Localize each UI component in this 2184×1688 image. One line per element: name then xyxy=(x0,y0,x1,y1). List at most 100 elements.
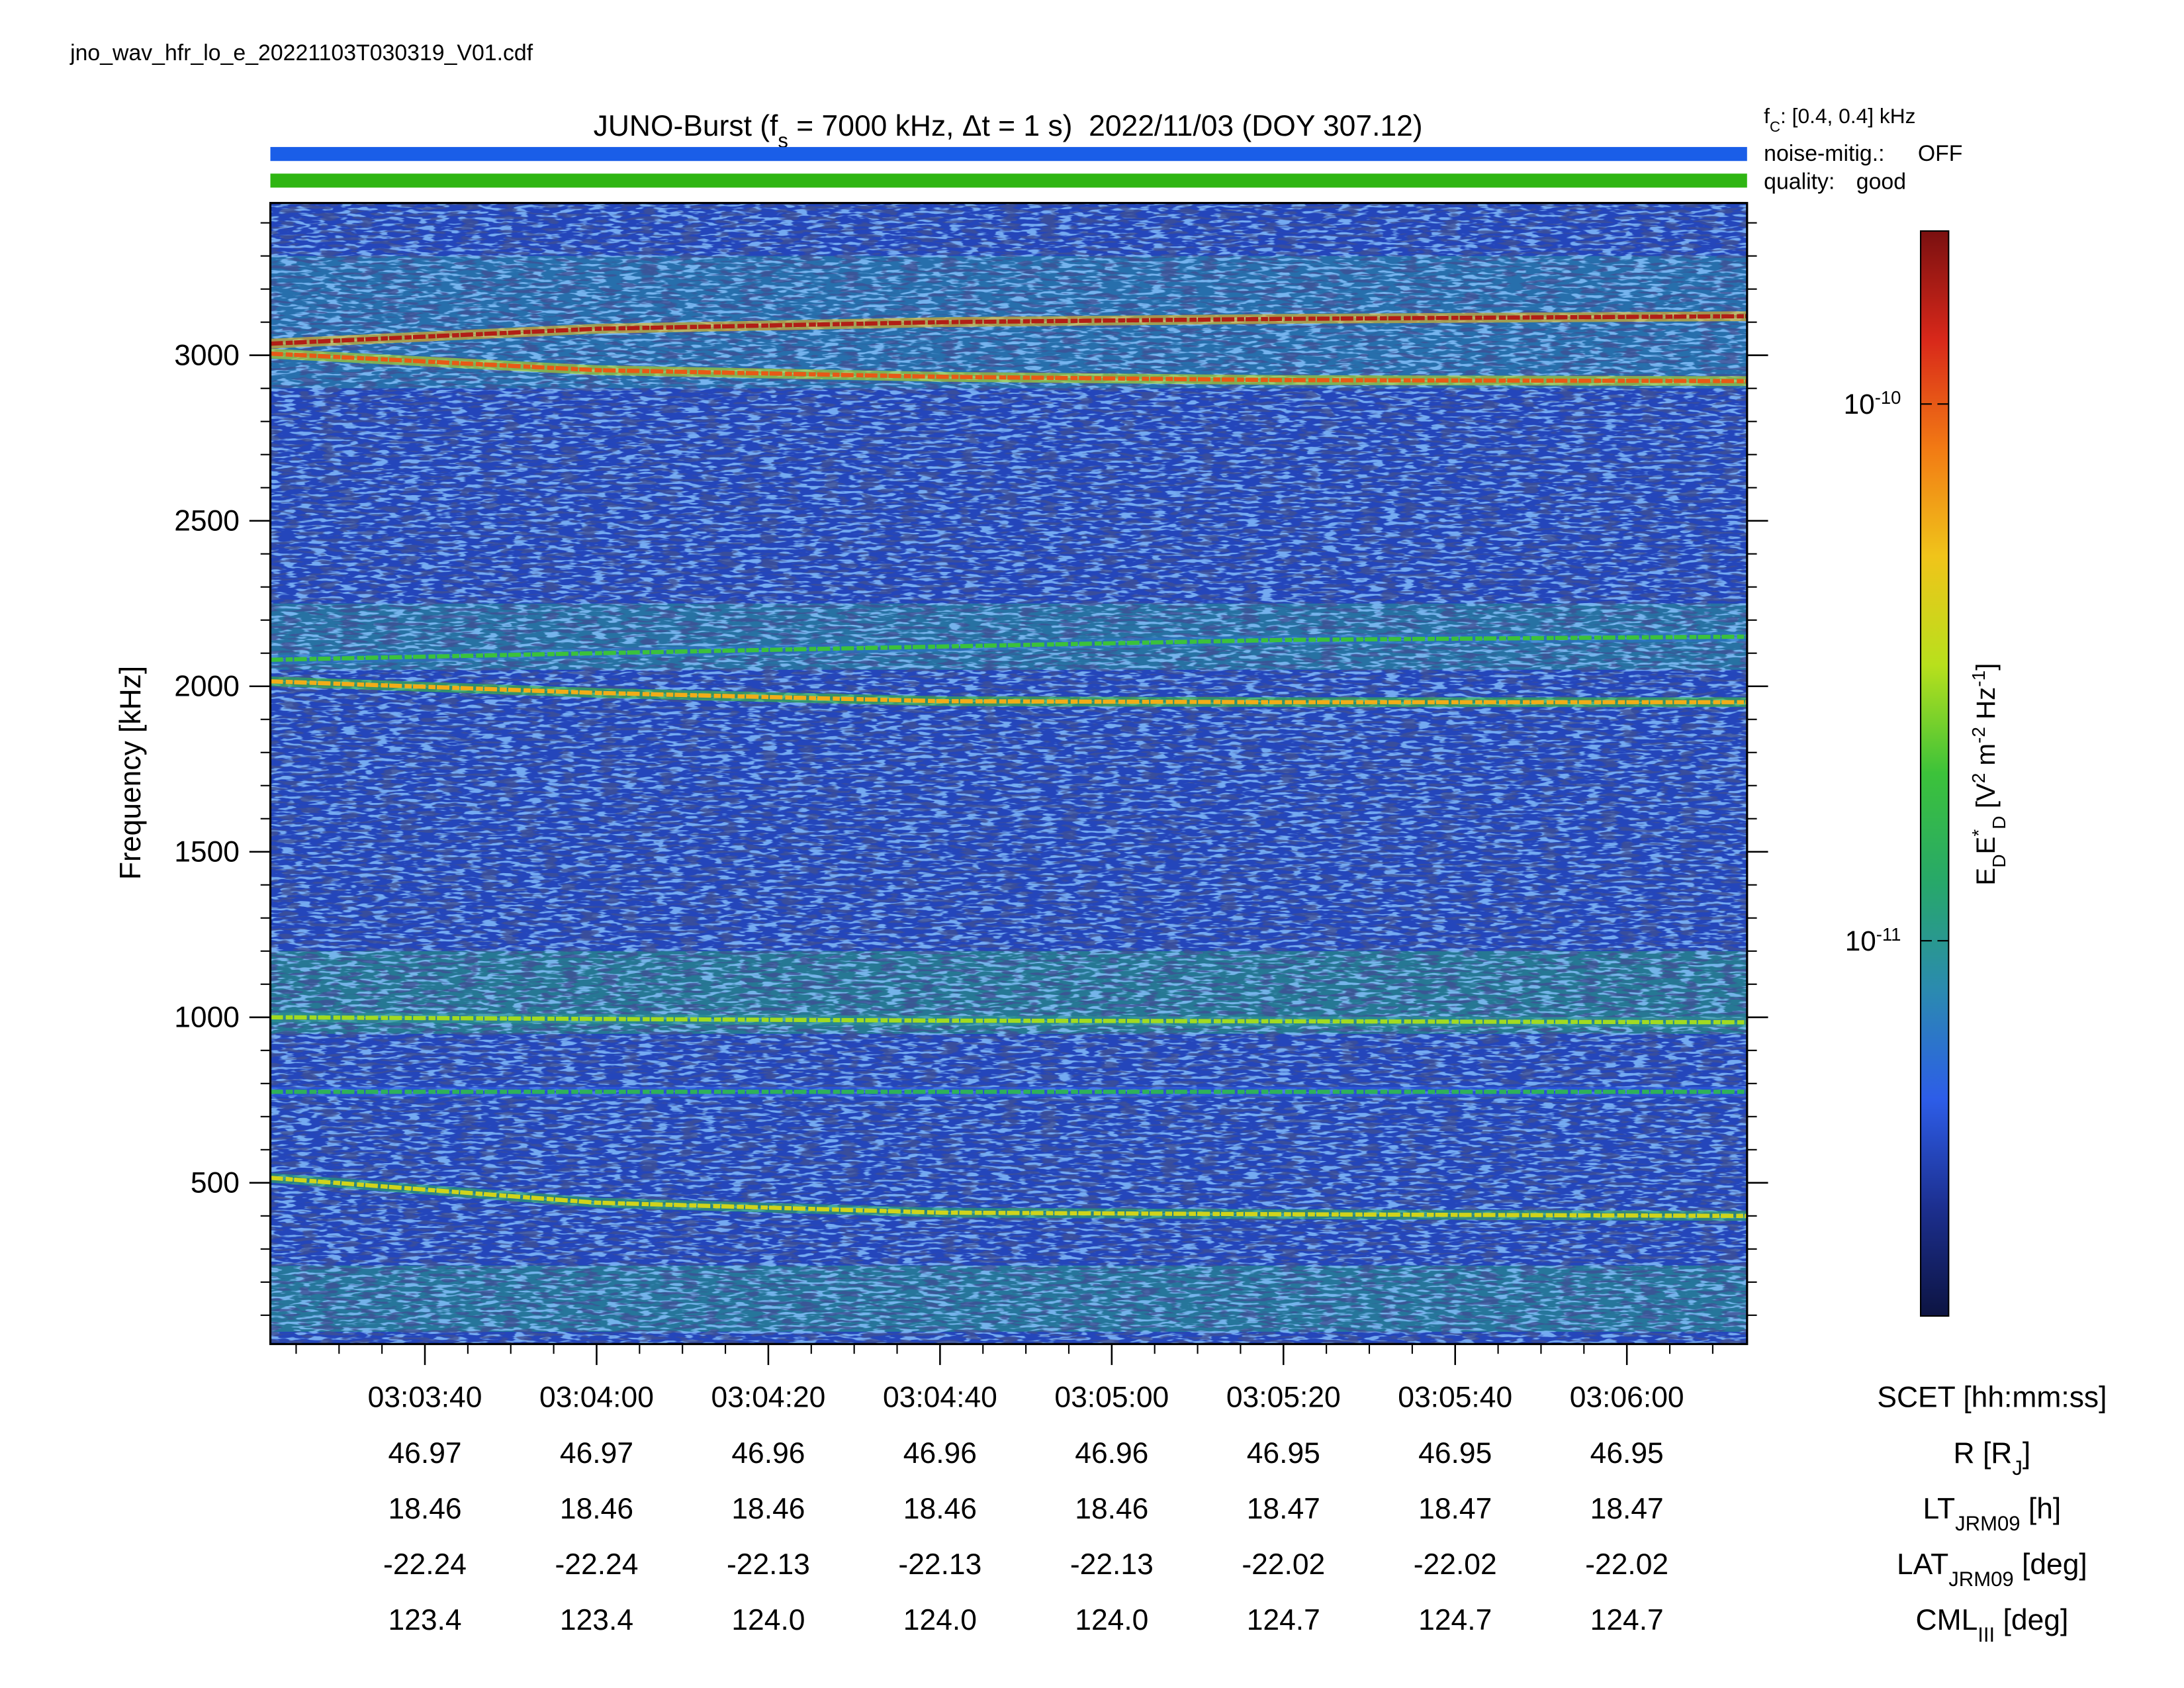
emission-line xyxy=(270,1015,1747,1025)
text-part: JUNO-Burst (f xyxy=(594,110,778,142)
ephemeris-label: LATJRM09 [deg] xyxy=(1897,1548,2087,1591)
ephemeris-value: 124.7 xyxy=(1418,1604,1492,1636)
ephemeris-value: 46.95 xyxy=(1247,1437,1320,1470)
colorbar xyxy=(1919,230,1950,1317)
text-part: LT xyxy=(1923,1493,1956,1525)
text-part: 10 xyxy=(1845,925,1876,957)
quality-bar xyxy=(270,173,1747,188)
ephemeris-value: 124.0 xyxy=(1075,1604,1148,1636)
y-tick-label: 2000 xyxy=(174,671,240,703)
text-part: CML xyxy=(1916,1604,1978,1636)
ephemeris-value: -22.24 xyxy=(383,1548,467,1581)
ephemeris-value: 124.0 xyxy=(903,1604,977,1636)
quality-label: quality: xyxy=(1764,169,1835,195)
text-part: s xyxy=(778,129,788,152)
colorbar-tick-label: 10-10 xyxy=(1844,387,1901,420)
text-part: [deg] xyxy=(2014,1548,2087,1581)
ephemeris-value: 18.46 xyxy=(1075,1493,1148,1525)
text-part: m xyxy=(1971,743,2001,773)
colorbar-label: EDE*D [V2 m-2 Hz-1] xyxy=(1968,663,2009,886)
ephemeris-value: 18.46 xyxy=(731,1493,805,1525)
text-part: [h] xyxy=(2021,1493,2062,1525)
text-part: J xyxy=(2012,1456,2023,1479)
text-part: JRM09 xyxy=(1955,1512,2020,1535)
text-part: -2 xyxy=(1968,727,1989,743)
ephemeris-value: 46.97 xyxy=(388,1437,461,1470)
ephemeris-value: 18.47 xyxy=(1418,1493,1492,1525)
chart-title: JUNO-Burst (fs = 7000 kHz, Δt = 1 s) 202… xyxy=(594,110,1423,152)
text-part: JRM09 xyxy=(1948,1568,2013,1591)
y-tick-label: 3000 xyxy=(174,339,240,371)
x-tick-label: 03:06:00 xyxy=(1570,1382,1684,1414)
text-part: -1 xyxy=(1968,671,1989,687)
x-tick-label: 03:04:40 xyxy=(883,1382,997,1414)
text-part: = 7000 kHz, Δt = 1 s) 2022/11/03 (DOY 30… xyxy=(788,110,1423,142)
ephemeris-value: 18.46 xyxy=(560,1493,633,1525)
ephemeris-value: 123.4 xyxy=(388,1604,461,1636)
ephemeris-value: 46.96 xyxy=(731,1437,805,1470)
ephemeris-value: 18.46 xyxy=(388,1493,461,1525)
text-part: 2 xyxy=(1968,773,1989,784)
x-tick-label: 03:05:40 xyxy=(1398,1382,1512,1414)
file-name: jno_wav_hfr_lo_e_20221103T030319_V01.cdf xyxy=(69,40,533,66)
emission-line xyxy=(270,352,1747,383)
plot-frame xyxy=(269,202,1749,1345)
ephemeris-value: 18.47 xyxy=(1590,1493,1664,1525)
noise-value: OFF xyxy=(1918,141,1963,166)
emission-line xyxy=(270,634,1747,662)
spectrogram xyxy=(270,203,1747,1344)
text-part: [V xyxy=(1971,783,2001,816)
ephemeris-value: -22.02 xyxy=(1585,1548,1668,1581)
text-part: E xyxy=(1971,868,2001,886)
x-tick-label: 03:05:00 xyxy=(1054,1382,1169,1414)
ephemeris-value: 124.0 xyxy=(731,1604,805,1636)
ephemeris-value: 46.95 xyxy=(1590,1437,1664,1470)
x-tick-label: 03:04:00 xyxy=(539,1382,654,1414)
ephemeris-value: 18.47 xyxy=(1247,1493,1320,1525)
text-part: ] xyxy=(1971,663,2001,671)
ephemeris-label: R [RJ] xyxy=(1954,1437,2031,1479)
ephemeris-value: 46.96 xyxy=(903,1437,977,1470)
ephemeris-value: 124.7 xyxy=(1590,1604,1664,1636)
text-part: : [0.4, 0.4] kHz xyxy=(1780,104,1916,128)
emission-line xyxy=(270,314,1747,346)
text-part: 10 xyxy=(1844,389,1875,420)
ephemeris-value: -22.02 xyxy=(1242,1548,1325,1581)
quality-value: good xyxy=(1856,169,1906,195)
x-tick-label: 03:04:20 xyxy=(711,1382,825,1414)
text-part: D xyxy=(1989,854,2009,867)
x-tick-label: 03:05:20 xyxy=(1226,1382,1341,1414)
text-part: LAT xyxy=(1897,1548,1948,1581)
ephemeris-value: 46.95 xyxy=(1418,1437,1492,1470)
text-part: * xyxy=(1968,829,1989,837)
ephemeris-value: 18.46 xyxy=(903,1493,977,1525)
text-part: R [R xyxy=(1954,1437,2013,1470)
ephemeris-value: -22.13 xyxy=(1070,1548,1154,1581)
ephemeris-value: 123.4 xyxy=(560,1604,633,1636)
ephemeris-value: -22.02 xyxy=(1414,1548,1497,1581)
ephemeris-value: -22.13 xyxy=(727,1548,810,1581)
ephemeris-value: 124.7 xyxy=(1247,1604,1320,1636)
ephemeris-label: CMLIII [deg] xyxy=(1916,1604,2069,1646)
noise-label: noise-mitig.: xyxy=(1764,141,1884,166)
y-tick-label: 500 xyxy=(191,1167,240,1199)
emission-line xyxy=(270,1176,1747,1219)
text-part: Hz xyxy=(1971,687,2001,727)
text-part: -10 xyxy=(1875,387,1901,408)
emission-line xyxy=(270,679,1747,704)
noise-texture xyxy=(270,203,1747,1344)
colorbar-tick-label: 10-11 xyxy=(1845,924,1901,957)
text-part: -11 xyxy=(1876,924,1901,945)
ephemeris-value: -22.24 xyxy=(555,1548,639,1581)
y-tick-label: 1500 xyxy=(174,836,240,868)
text-part: ] xyxy=(2023,1437,2030,1470)
text-part: f xyxy=(1764,104,1770,128)
text-part: C xyxy=(1770,118,1780,135)
text-part: [deg] xyxy=(1995,1604,2068,1636)
ephemeris-value: 46.96 xyxy=(1075,1437,1148,1470)
ephemeris-value: 46.97 xyxy=(560,1437,633,1470)
y-tick-label: 1000 xyxy=(174,1002,240,1034)
y-tick-label: 2500 xyxy=(174,505,240,538)
